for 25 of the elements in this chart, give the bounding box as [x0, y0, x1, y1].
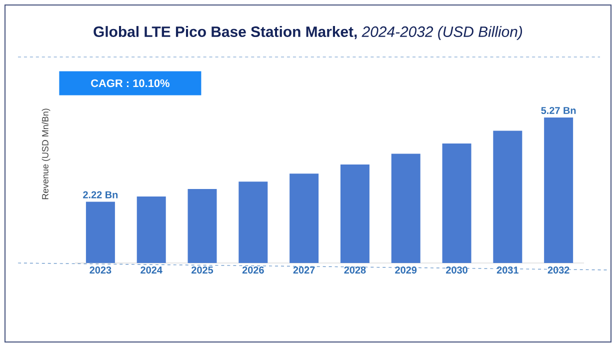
text: CAGR : 10.10% — [91, 79, 170, 88]
x-tick-label: 2027 — [293, 266, 315, 274]
bar — [136, 196, 166, 263]
x-tick-label: 2031 — [496, 266, 518, 274]
x-tick-label: 2030 — [446, 266, 468, 274]
x-tick-label: 2024 — [140, 266, 162, 274]
x-tick-label: 2023 — [90, 266, 112, 274]
x-tick-label: 2029 — [395, 266, 417, 274]
y-axis-title: Revenue (USD Mn/Bn) — [42, 108, 50, 200]
bar — [340, 164, 370, 263]
data-label: 2.22 Bn — [83, 191, 118, 198]
chart-title: Global LTE Pico Base Station Market, 2024-2032 (USD Billion) — [94, 26, 522, 40]
x-tick-label: 2025 — [192, 266, 214, 274]
bar — [86, 202, 115, 263]
bar — [493, 130, 522, 263]
bar — [442, 143, 472, 263]
bar — [290, 174, 319, 263]
x-tick-label: 2032 — [548, 266, 570, 274]
data-label: 5.27 Bn — [541, 106, 576, 114]
x-tick-label: 2026 — [242, 266, 264, 274]
bar — [238, 182, 268, 263]
bar — [544, 118, 574, 263]
bar — [188, 189, 217, 263]
bar — [391, 154, 420, 263]
x-tick-label: 2028 — [344, 266, 366, 274]
